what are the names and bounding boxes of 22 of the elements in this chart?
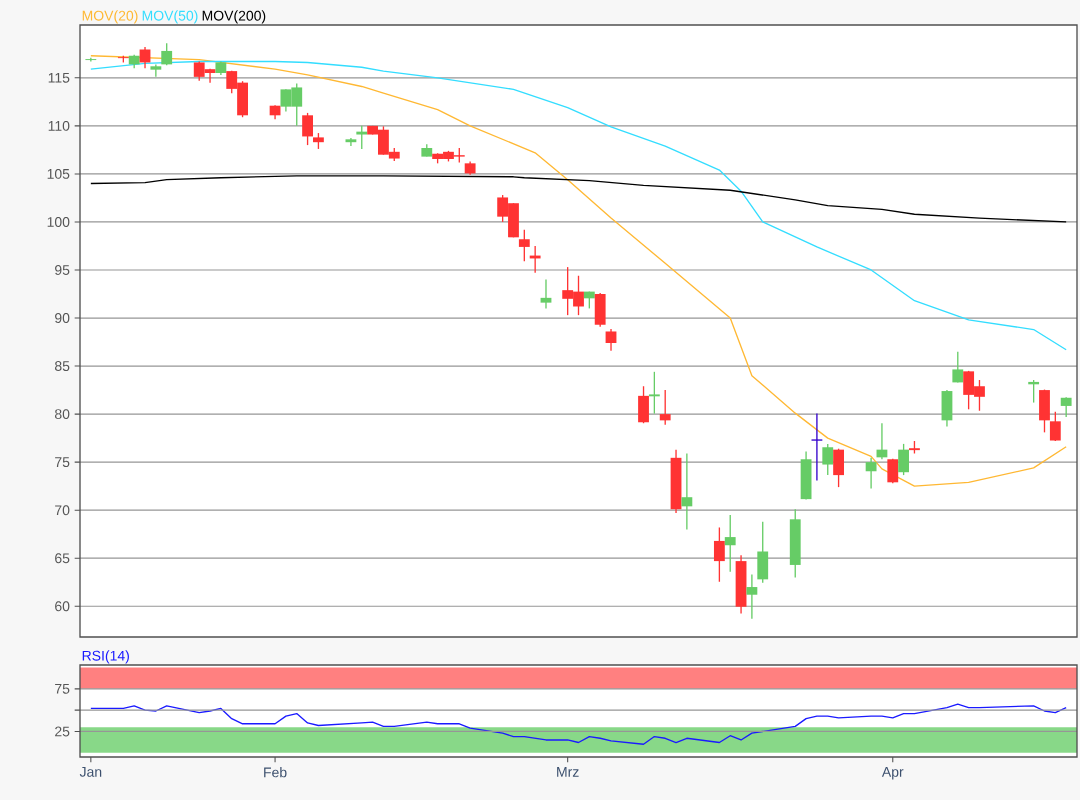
y-tick-label: 80 bbox=[54, 409, 70, 420]
y-tick-label: 95 bbox=[55, 265, 70, 275]
y-tick-label: 65 bbox=[55, 553, 70, 564]
y-tick-label: 100 bbox=[47, 217, 70, 227]
y-tick-label: 105 bbox=[47, 168, 70, 179]
y-tick-label: 85 bbox=[54, 361, 70, 372]
text: MOV(200) bbox=[202, 10, 266, 24]
x-tick-label: Feb bbox=[264, 767, 287, 778]
text: MOV(50) bbox=[142, 10, 198, 24]
y-tick-label: 60 bbox=[55, 601, 70, 612]
y-tick-label: 90 bbox=[55, 313, 70, 323]
y-tick-label: 110 bbox=[48, 120, 70, 131]
text: RSI(14) bbox=[82, 650, 129, 664]
y-tick-label: 25 bbox=[55, 726, 70, 737]
y-tick-label: 75 bbox=[55, 457, 70, 468]
y-tick-label: 115 bbox=[48, 72, 70, 83]
x-tick-label: Jan bbox=[79, 767, 102, 777]
x-tick-label: Apr bbox=[881, 767, 904, 780]
text: MOV(20) bbox=[82, 10, 138, 24]
y-tick-label: 70 bbox=[55, 505, 70, 516]
x-tick-label: Mrz bbox=[557, 767, 579, 777]
y-tick-label: 75 bbox=[55, 683, 70, 694]
